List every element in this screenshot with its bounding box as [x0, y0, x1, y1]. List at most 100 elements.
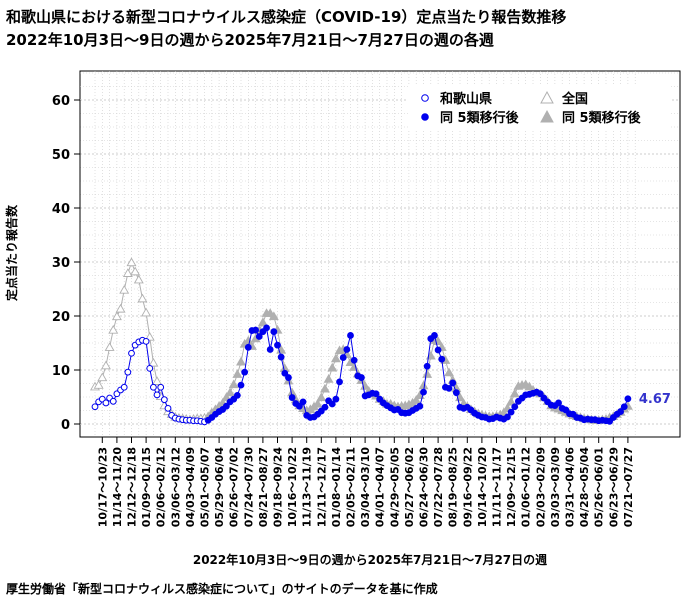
x-tick-label: 01/09〜01/15 — [140, 447, 153, 527]
legend-item-prefecture-post: 同 5類移行後 — [421, 110, 520, 126]
prefecture-point — [128, 349, 135, 357]
y-tick-label: 10 — [52, 364, 70, 379]
prefecture-point — [452, 389, 460, 397]
national-point — [119, 284, 130, 294]
national-point — [137, 293, 148, 303]
x-tick-label: 10/14〜10/20 — [476, 447, 489, 528]
prefecture-point — [536, 390, 544, 398]
national-point — [93, 380, 104, 389]
national-point — [130, 266, 141, 276]
national-point — [97, 372, 108, 382]
y-axis: 0 10 20 30 40 50 60 — [52, 94, 81, 433]
prefecture-point — [244, 343, 252, 351]
legend-item-national: 全国 — [540, 90, 588, 107]
national-point — [327, 362, 338, 372]
legend-item-national-post: 同 5類移行後 — [540, 109, 642, 126]
legend-label-prefecture-post: 同 5類移行後 — [440, 110, 520, 126]
y-tick-label: 50 — [52, 148, 70, 163]
legend-marker-open-circle — [421, 94, 429, 102]
national-point — [323, 374, 334, 383]
x-tick-label: 05/01〜05/07 — [199, 447, 212, 527]
prefecture-point — [142, 337, 150, 345]
prefecture-point — [241, 368, 249, 376]
national-point — [100, 360, 111, 370]
x-tick-label: 10/17〜10/23 — [96, 447, 109, 527]
prefecture-point — [109, 397, 117, 405]
prefecture-point — [274, 341, 281, 349]
y-tick-label: 40 — [52, 202, 70, 217]
prefecture-point — [343, 346, 351, 353]
prefecture-point — [120, 383, 128, 391]
x-tick-label: 07/24〜07/30 — [242, 447, 255, 528]
prefecture-point — [233, 391, 241, 399]
x-tick-label: 12/11〜12/17 — [315, 447, 328, 527]
prefecture-point — [237, 381, 245, 389]
prefecture-point — [434, 346, 442, 354]
prefecture-point — [153, 391, 161, 399]
prefecture-point — [150, 383, 157, 391]
national-point — [152, 376, 163, 385]
x-tick-label: 02/05〜02/11 — [345, 447, 358, 527]
legend-background — [408, 86, 670, 130]
prefecture-point — [263, 324, 270, 332]
x-tick-label: 03/04〜03/10 — [359, 447, 372, 528]
x-tick-label: 06/23〜06/29 — [607, 447, 620, 527]
prefecture-point — [372, 390, 380, 398]
national-point — [257, 317, 268, 327]
national-point — [148, 357, 159, 367]
x-tick-label: 08/21〜08/27 — [257, 447, 270, 527]
prefecture-point — [449, 379, 457, 387]
national-point — [104, 342, 115, 351]
source-note: 厚生労働省「新型コロナウィルス感染症について」のサイトのデータを基に作成 — [6, 582, 438, 596]
x-tick-label: 02/03〜02/09 — [534, 447, 547, 527]
prefecture-point — [350, 356, 358, 364]
prefecture-point — [416, 402, 424, 410]
prefecture-point — [620, 403, 628, 411]
prefecture-point — [252, 326, 260, 334]
x-tick-label: 12/12〜12/18 — [126, 447, 139, 527]
legend-marker-open-triangle — [540, 90, 554, 104]
national-point — [108, 324, 119, 334]
prefecture-point — [504, 413, 511, 421]
chart-title: 和歌山県における新型コロナウイルス感染症（COVID-19）定点当たり報告数推移 — [6, 8, 567, 26]
national-point — [316, 392, 327, 402]
x-tick-label: 11/11〜11/17 — [491, 447, 504, 527]
national-point — [422, 369, 433, 378]
prefecture-point — [339, 354, 347, 361]
prefecture-point — [358, 374, 365, 381]
national-point — [236, 356, 246, 366]
x-axis-label: 2022年10月3日〜9日の週から2025年7月21日〜7月27日の週 — [192, 553, 548, 567]
x-tick-label: 05/27〜06/02 — [403, 447, 416, 527]
national-point — [225, 387, 236, 397]
prefecture-point — [277, 353, 285, 361]
national-point — [111, 311, 122, 321]
prefecture-point — [347, 332, 354, 339]
y-tick-label: 30 — [52, 256, 70, 271]
prefecture-point — [124, 368, 132, 376]
x-tick-label: 05/29〜06/04 — [213, 447, 226, 528]
prefecture-point — [91, 403, 99, 411]
x-axis: 10/17〜10/23 11/14〜11/20 12/12〜12/18 01/09〜0… — [96, 436, 635, 528]
prefecture-point — [255, 333, 263, 340]
prefecture-point — [332, 395, 340, 403]
x-tick-label: 11/14〜11/20 — [111, 447, 124, 528]
national-point — [411, 395, 422, 404]
national-point — [509, 388, 520, 398]
x-tick-label: 04/03〜04/09 — [184, 447, 197, 527]
national-point — [506, 396, 517, 406]
x-tick-label: 12/09〜12/15 — [505, 447, 518, 527]
prefecture-point — [555, 399, 562, 407]
prefecture-point — [423, 362, 431, 370]
last-value-callout: 4.67 — [639, 392, 671, 407]
prefecture-point — [102, 399, 110, 407]
prefecture-point — [328, 400, 336, 408]
prefecture-point — [624, 395, 632, 403]
x-tick-label: 04/29〜05/05 — [388, 447, 401, 527]
x-tick-label: 05/26〜06/01 — [593, 447, 606, 527]
prefecture-point — [511, 403, 519, 411]
prefecture-point — [321, 403, 329, 411]
prefecture-point — [431, 332, 438, 339]
y-tick-label: 20 — [52, 310, 70, 325]
prefecture-series — [91, 324, 632, 426]
